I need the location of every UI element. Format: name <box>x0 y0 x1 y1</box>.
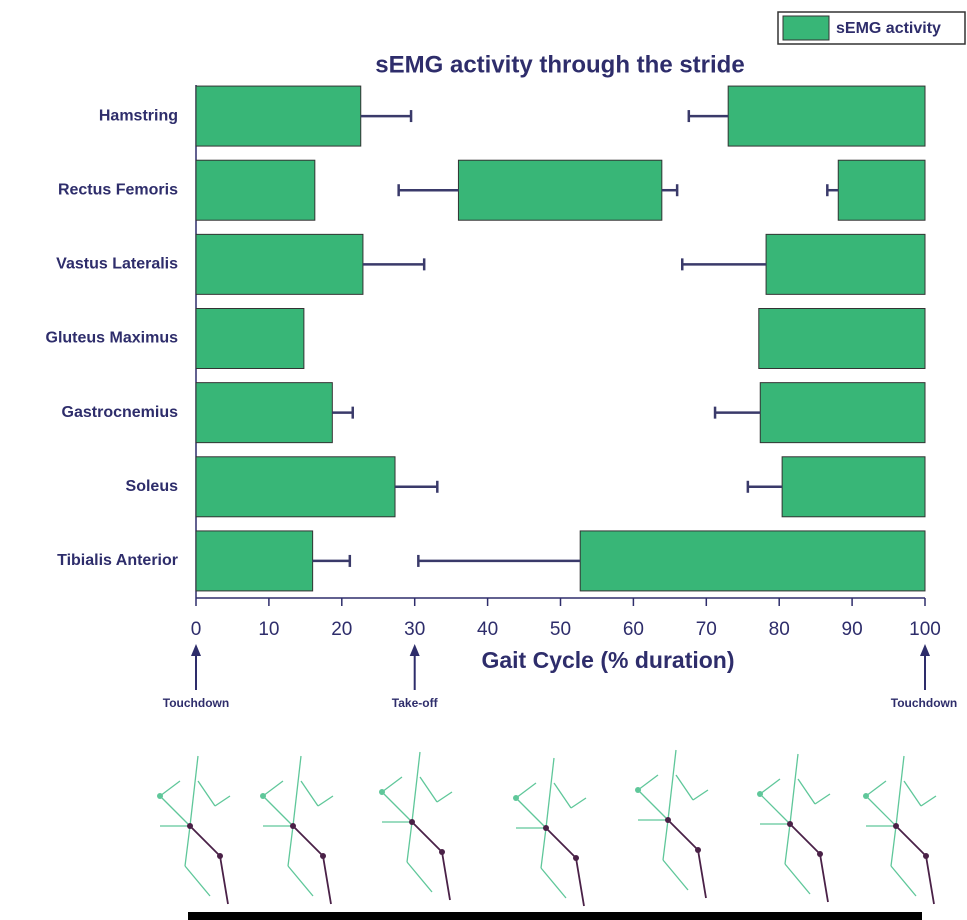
bar <box>457 159 663 221</box>
legend-swatch <box>782 15 830 41</box>
annotation-arrowhead <box>409 644 420 656</box>
x-tick-label: 70 <box>696 619 717 640</box>
legend-label: sEMG activity <box>836 20 941 37</box>
ground-bar <box>188 912 922 920</box>
x-tick-label: 100 <box>909 619 941 640</box>
y-tick-label: Tibialis Anterior <box>57 552 178 569</box>
bar <box>195 159 316 221</box>
y-tick-label: Hamstring <box>99 107 178 124</box>
bar <box>837 159 926 221</box>
bar <box>727 85 926 147</box>
bar <box>781 456 926 518</box>
annotation-arrowhead <box>191 644 201 656</box>
bar <box>195 530 314 592</box>
y-tick-label: Rectus Femoris <box>58 181 178 198</box>
x-tick-label: 20 <box>331 619 352 640</box>
bar <box>759 382 926 444</box>
bar <box>758 308 926 369</box>
x-tick-label: 50 <box>550 619 571 640</box>
x-tick-label: 40 <box>477 619 498 640</box>
annotation-arrowhead <box>920 644 930 656</box>
y-tick-label: Soleus <box>126 478 179 495</box>
y-tick-label: Vastus Lateralis <box>56 256 178 273</box>
bar <box>195 85 362 147</box>
annotation-label: Touchdown <box>891 696 957 710</box>
x-tick-label: 90 <box>842 619 863 640</box>
x-tick-label: 30 <box>404 619 425 640</box>
bar <box>195 308 305 369</box>
annotation-label: Touchdown <box>163 696 229 710</box>
bar <box>579 530 926 592</box>
legend: sEMG activity <box>777 11 966 45</box>
stick-figures <box>156 749 937 907</box>
y-tick-label: Gastrocnemius <box>62 404 179 421</box>
y-tick-label: Gluteus Maximus <box>46 330 179 347</box>
bar <box>765 233 926 295</box>
x-tick-label: 10 <box>258 619 279 640</box>
x-tick-label: 80 <box>769 619 790 640</box>
bar <box>195 233 364 295</box>
x-axis-label: Gait Cycle (% duration) <box>481 647 734 673</box>
bar <box>195 456 396 518</box>
annotation-label: Take-off <box>392 696 439 710</box>
bar <box>195 382 333 444</box>
x-tick-label: 60 <box>623 619 644 640</box>
x-tick-label: 0 <box>191 619 202 640</box>
chart-title: sEMG activity through the stride <box>375 51 744 78</box>
